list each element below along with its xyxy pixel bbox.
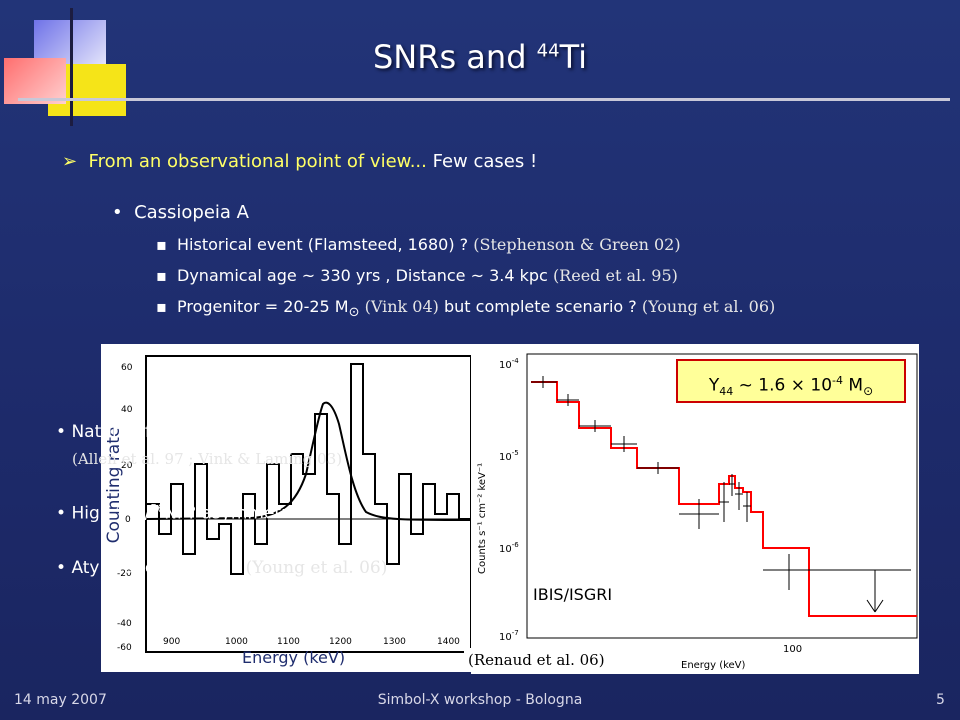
left-xtick: 1400 bbox=[437, 637, 460, 647]
bullet-observational: ➢ From an observational point of view...… bbox=[62, 151, 538, 172]
dot-bullet-icon: • bbox=[56, 558, 72, 578]
left-ytick: -20 bbox=[117, 569, 132, 579]
overlay-bullet-atypical: • Atypical explosion ? (Young et al. 06) bbox=[56, 558, 388, 578]
left-xtick: 1300 bbox=[383, 637, 406, 647]
arrow-bullet-icon: ➢ bbox=[62, 151, 89, 172]
left-ytick: 20 bbox=[121, 461, 133, 471]
left-xtick: 1200 bbox=[329, 637, 352, 647]
left-spectrum-svg: 60 40 20 0 -20 -40 -60 900 1000 1100 120… bbox=[117, 355, 471, 653]
square-bullet-icon: ▪ bbox=[156, 266, 178, 285]
footer-event: Simbol-X workshop - Bologna bbox=[377, 692, 583, 708]
instrument-label: IBIS/ISGRI bbox=[533, 585, 612, 604]
page-title: SNRs and 44Ti bbox=[372, 38, 588, 76]
left-gaussian-fit bbox=[145, 401, 471, 521]
footer-date: 14 may 2007 bbox=[14, 692, 107, 708]
left-ytick: -40 bbox=[117, 619, 132, 629]
left-ytick: 40 bbox=[121, 405, 133, 415]
left-xtick: 1000 bbox=[225, 637, 248, 647]
left-ytick: 0 bbox=[125, 515, 131, 525]
right-data-points bbox=[531, 376, 911, 613]
footer-page-number: 5 bbox=[936, 692, 945, 708]
subhead-cassiopeia: • Cassiopeia A bbox=[112, 202, 249, 223]
deco-horizontal-line bbox=[18, 98, 950, 101]
left-ytick: -60 bbox=[117, 643, 132, 653]
right-y-axis-label: Counts s⁻¹ cm⁻² keV⁻¹ bbox=[477, 463, 488, 574]
right-x-axis-label: Energy (keV) bbox=[681, 660, 746, 671]
item-dynamical: ▪ Dynamical age ~ 330 yrs , Distance ~ 3… bbox=[156, 266, 678, 285]
dot-bullet-icon: • bbox=[56, 503, 72, 524]
overlay-bullet-asymmetries: • High 44Ti/56Ni ? asymmetries ? bbox=[56, 502, 327, 524]
right-ytick: 10-5 bbox=[499, 449, 519, 463]
left-x-axis-label: Energy (keV) bbox=[242, 648, 346, 667]
item-progenitor: ▪ Progenitor = 20-25 M⊙ (Vink 04) but co… bbox=[156, 297, 776, 321]
right-spectrum-svg: 10-4 10-5 10-6 10-7 Counts s⁻¹ cm⁻² keV⁻… bbox=[477, 353, 918, 671]
left-ytick: 60 bbox=[121, 363, 133, 373]
left-xtick: 900 bbox=[163, 637, 180, 647]
square-bullet-icon: ▪ bbox=[156, 235, 178, 254]
item-historical: ▪ Historical event (Flamsteed, 1680) ? (… bbox=[156, 235, 681, 254]
overlay-ref-continuum: (Allen et al. 97 ; Vink & Laming 03) bbox=[72, 450, 343, 468]
left-spectrum-plot: 60 40 20 0 -20 -40 -60 900 1000 1100 120… bbox=[101, 344, 471, 672]
yield-box: Y44 ~ 1.6 × 10-4 M⊙ bbox=[676, 359, 906, 403]
right-plot-frame bbox=[526, 353, 918, 639]
dot-bullet-icon: • bbox=[56, 422, 72, 442]
right-ytick: 10-4 bbox=[499, 357, 519, 371]
right-ytick: 10-6 bbox=[499, 541, 519, 555]
square-bullet-icon: ▪ bbox=[156, 297, 178, 316]
deco-vertical-line bbox=[70, 8, 73, 126]
overlay-bullet-continuum: • Nature of the continuum ? bbox=[56, 422, 295, 442]
left-histogram bbox=[146, 363, 471, 575]
left-xtick: 1100 bbox=[277, 637, 300, 647]
citation-label: (Renaud et al. 06) bbox=[464, 648, 628, 672]
deco-square-red bbox=[4, 58, 66, 104]
right-xtick: 100 bbox=[783, 644, 802, 655]
dot-bullet-icon: • bbox=[112, 202, 135, 223]
right-ytick: 10-7 bbox=[499, 629, 519, 643]
